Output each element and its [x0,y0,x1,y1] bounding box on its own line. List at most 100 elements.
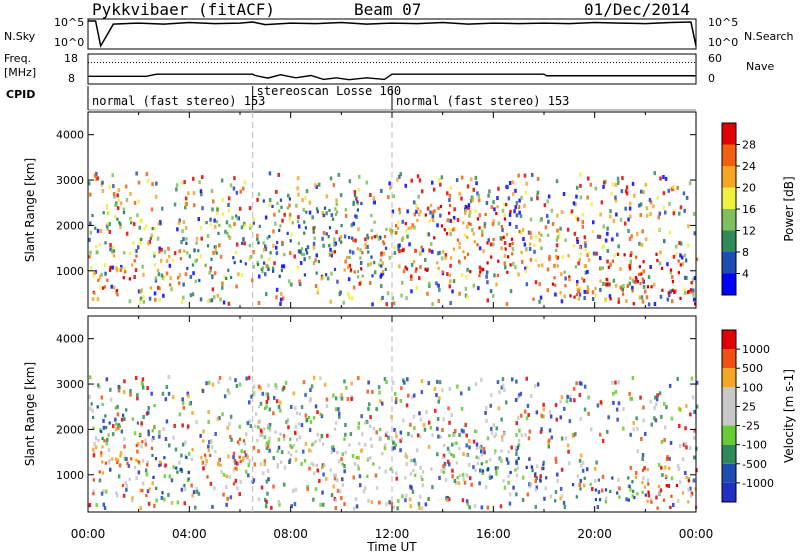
heatmap-cell [640,242,644,247]
heatmap-cell [687,487,690,492]
heatmap-cell [577,261,580,266]
heatmap-cell [356,208,359,212]
heatmap-cell [635,277,638,282]
heatmap-cell [446,498,449,502]
heatmap-cell [398,264,401,269]
heatmap-cell [485,460,488,464]
heatmap-cell [379,428,382,432]
heatmap-cell [373,270,377,275]
heatmap-cell [587,411,590,416]
heatmap-cell [230,275,233,280]
heatmap-cell [687,479,690,483]
heatmap-cell [298,282,302,287]
heatmap-cell [248,459,251,464]
heatmap-cell [534,487,538,492]
heatmap-cell [684,426,687,431]
heatmap-cell [536,196,539,201]
heatmap-cell [441,270,444,274]
heatmap-cell [655,397,659,402]
heatmap-cell [96,250,99,255]
heatmap-cell [319,376,322,381]
heatmap-cell [517,205,521,210]
heatmap-cell [695,404,699,409]
heatmap-cell [436,417,440,421]
heatmap-cell [193,248,196,253]
heatmap-cell [296,265,300,270]
heatmap-cell [234,250,238,255]
heatmap-cell [286,421,289,425]
heatmap-cell [505,203,508,207]
heatmap-cell [543,496,546,501]
heatmap-cell [448,497,451,502]
heatmap-cell [338,489,342,494]
heatmap-cell [534,472,537,476]
heatmap-cell [437,399,440,404]
heatmap-cell [604,488,608,492]
heatmap-cell [209,217,212,222]
heatmap-cell [191,493,194,498]
heatmap-cell [105,489,108,494]
heatmap-cell [554,490,558,494]
heatmap-cell [323,382,327,387]
heatmap-cell [494,466,498,471]
heatmap-cell [508,181,512,185]
heatmap-cell [576,287,580,292]
heatmap-cell [487,193,490,198]
heatmap-cell [232,482,235,486]
heatmap-cell [472,232,475,236]
heatmap-cell [594,488,597,492]
heatmap-cell [456,384,459,389]
heatmap-cell [594,186,597,191]
heatmap-cell [106,227,109,231]
heatmap-cell [486,261,489,265]
heatmap-cell [267,267,270,271]
heatmap-cell [144,442,148,447]
heatmap-cell [695,257,699,261]
heatmap-cell [594,479,597,483]
heatmap-cell [228,474,231,479]
heatmap-cell [486,436,490,441]
heatmap-cell [125,198,129,202]
heatmap-cell [200,456,203,460]
heatmap-cell [292,391,296,396]
heatmap-cell [267,265,270,269]
heatmap-cell [217,462,220,466]
heatmap-cell [587,176,590,181]
power-colorbar-tick-label: 24 [742,160,756,173]
heatmap-cell [506,270,509,274]
heatmap-cell [667,293,671,297]
heatmap-cell [279,400,282,405]
freq-unit: [MHz] [4,66,37,79]
heatmap-cell [160,247,163,252]
heatmap-cell [578,482,581,487]
heatmap-cell [235,384,239,388]
heatmap-cell [314,404,318,409]
heatmap-cell [391,446,394,451]
heatmap-cell [197,491,201,496]
heatmap-cell [586,269,589,274]
heatmap-cell [260,254,263,259]
heatmap-cell [443,444,446,448]
heatmap-cell [284,380,288,385]
heatmap-cell [252,445,256,450]
heatmap-cell [150,438,154,443]
heatmap-cell [397,226,400,230]
heatmap-cell [658,391,662,396]
heatmap-cell [125,487,128,492]
heatmap-cell [296,219,300,224]
heatmap-cell [343,379,346,384]
velocity-colorbar-frame [721,329,737,503]
heatmap-cell [446,495,449,500]
heatmap-cell [655,252,658,256]
heatmap-cell [490,205,494,210]
heatmap-cell [154,276,158,281]
heatmap-cell [265,292,268,297]
heatmap-cell [104,461,107,465]
heatmap-cell [366,474,369,478]
heatmap-cell [502,235,505,239]
heatmap-cell [116,494,119,498]
heatmap-cell [647,275,651,280]
heatmap-cell [153,291,157,296]
heatmap-cell [213,295,216,300]
